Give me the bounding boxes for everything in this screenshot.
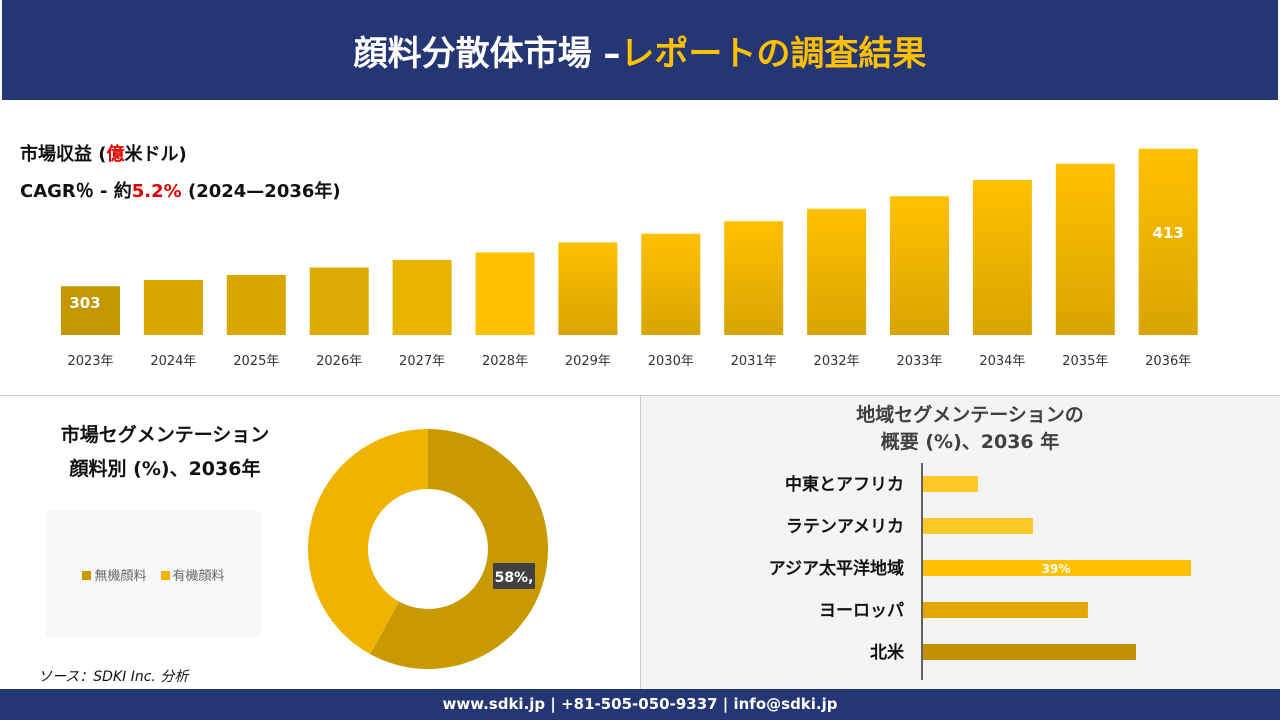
x-tick-label: 2036年 — [1145, 354, 1191, 369]
legend-item: 無機顔料 — [82, 565, 147, 584]
revenue-unit: 億 — [106, 144, 125, 165]
x-tick-label: 2032年 — [814, 354, 860, 369]
legend-swatch — [160, 570, 170, 580]
category-label: 北米 — [870, 642, 905, 663]
cagr-label: CAGR％ - 約5.2% (2024—2036年) — [20, 177, 341, 203]
revenue-suffix: 米ドル) — [124, 144, 187, 165]
donut-slice-有機顔料 — [307, 429, 428, 655]
legend-label: 有機顔料 — [172, 568, 225, 584]
x-tick-label: 2025年 — [233, 354, 279, 369]
data-label: 303 — [69, 294, 100, 312]
bar-2036年 — [1138, 148, 1198, 335]
cagr-value: 5.2% — [131, 181, 182, 202]
bar-2028年 — [475, 252, 535, 335]
revenue-bar-chart: 2023年 303 2024年 2025年 2026年 2027年 2028年 2029年 20… — [61, 148, 1198, 369]
category-label: ラテンアメリカ — [786, 517, 904, 537]
footer-contact: www.sdki.jp | +81-505-050-9337 | info@sd… — [0, 689, 1280, 720]
revenue-label: 市場収益 (億米ドル) — [20, 140, 187, 166]
category-label: アジア太平洋地域 — [769, 558, 904, 579]
bar-中東とアフリカ — [923, 476, 978, 492]
bar-2033年 — [890, 196, 949, 335]
category-label: ヨーロッパ — [819, 601, 904, 621]
x-tick-label: 2027年 — [399, 354, 445, 369]
revenue-prefix: 市場収益 ( — [20, 144, 107, 165]
region-title: 地域セグメンテーションの 概要 (%)、2036 年 — [780, 402, 1160, 456]
x-tick-label: 2028年 — [482, 354, 528, 369]
region-title-1: 地域セグメンテーションの — [856, 404, 1084, 426]
bar-2035年 — [1055, 163, 1115, 335]
bar-2026年 — [309, 267, 369, 335]
bar-2023年 — [61, 286, 120, 335]
x-tick-label: 2023年 — [67, 354, 113, 369]
data-label: 39% — [1042, 562, 1071, 576]
title-main: 顔料分散体市場 – — [353, 33, 621, 74]
pie-title-2: 顔料別 (%)、2036年 — [69, 458, 261, 480]
pie-legend: 無機顔料 有機顔料 — [46, 511, 261, 637]
x-tick-label: 2034年 — [979, 354, 1025, 369]
legend-item: 有機顔料 — [160, 565, 225, 584]
x-tick-label: 2031年 — [731, 354, 777, 369]
legend-label: 無機顔料 — [94, 568, 147, 584]
data-label: 413 — [1153, 224, 1184, 242]
category-label: 中東とアフリカ — [785, 474, 904, 495]
header-banner: 顔料分散体市場 – レポートの調査結果 — [2, 0, 1278, 100]
bar-2025年 — [226, 275, 286, 335]
data-label: 58%, — [495, 570, 534, 586]
pigment-donut-chart: 58%, — [307, 429, 548, 669]
region-panel — [641, 396, 1280, 689]
x-tick-label: 2029年 — [565, 354, 611, 369]
bar-北米 — [923, 644, 1137, 660]
x-tick-label: 2035年 — [1062, 354, 1108, 369]
data-label-box — [493, 563, 535, 589]
bar-2034年 — [972, 180, 1032, 335]
divider — [640, 395, 641, 690]
bar-2032年 — [807, 208, 867, 335]
x-tick-label: 2030年 — [648, 354, 694, 369]
region-title-2: 概要 (%)、2036 年 — [880, 431, 1060, 453]
bar-アジア太平洋地域 — [923, 560, 1191, 576]
x-tick-label: 2024年 — [150, 354, 196, 369]
bar-ラテンアメリカ — [923, 518, 1033, 534]
x-tick-label: 2026年 — [316, 354, 362, 369]
bar-2024年 — [143, 280, 203, 335]
pie-title-1: 市場セグメンテーション — [60, 424, 270, 446]
cagr-suffix: (2024—2036年) — [187, 181, 341, 202]
donut-slice-無機顔料 — [370, 429, 548, 669]
cagr-prefix: CAGR％ - 約 — [20, 181, 132, 202]
legend-swatch — [82, 570, 92, 580]
source-note: ソース：SDKI Inc. 分析 — [38, 669, 189, 685]
x-tick-label: 2033年 — [896, 354, 942, 369]
bar-2030年 — [641, 233, 701, 335]
bar-ヨーロッパ — [923, 602, 1088, 618]
title-highlight: レポートの調査結果 — [620, 33, 927, 74]
bar-2027年 — [392, 260, 452, 335]
bar-2031年 — [724, 221, 784, 335]
bar-2029年 — [558, 242, 618, 335]
